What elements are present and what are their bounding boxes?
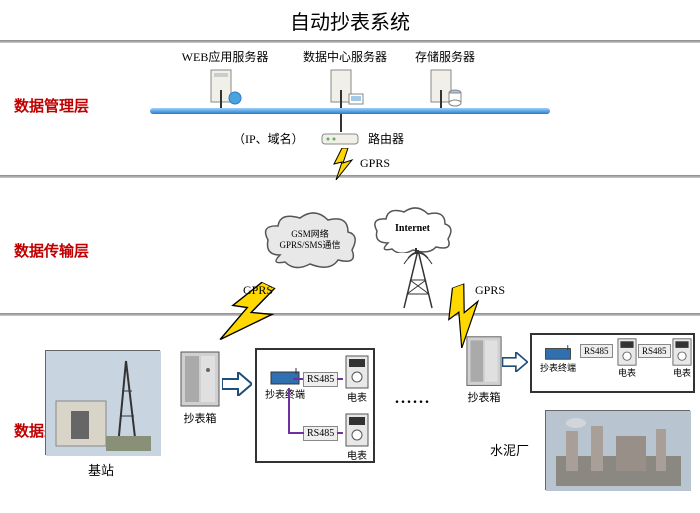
arrow-icon bbox=[502, 352, 528, 372]
router-link-label: （IP、域名） bbox=[233, 130, 304, 147]
rs485-label: RS485 bbox=[638, 344, 671, 358]
meter-left-1: 电表 bbox=[340, 355, 374, 404]
server-icon bbox=[325, 68, 365, 108]
meter-label: 电表 bbox=[340, 389, 374, 404]
rs485-label: RS485 bbox=[580, 344, 613, 358]
cement-plant-photo bbox=[545, 410, 690, 490]
meter-label: 电表 bbox=[668, 366, 696, 379]
meter-right-2: 电表 bbox=[668, 338, 696, 379]
gprs-label-2: GPRS bbox=[243, 283, 273, 298]
server-storage-label: 存储服务器 bbox=[400, 48, 490, 65]
meter-terminal-label: 抄表终端 bbox=[535, 361, 581, 374]
server-storage-conn bbox=[440, 90, 442, 108]
bolt-icon bbox=[330, 148, 356, 180]
server-data-center: 数据中心服务器 bbox=[290, 48, 400, 108]
server-storage: 存储服务器 bbox=[400, 48, 490, 108]
meter-box-label: 抄表箱 bbox=[459, 389, 509, 405]
page-title: 自动抄表系统 bbox=[0, 0, 700, 35]
rs-line bbox=[288, 432, 304, 434]
rs-line bbox=[337, 432, 343, 434]
gsm-cloud-label: GSM网络 GPRS/SMS通信 bbox=[260, 229, 360, 251]
router-icon bbox=[320, 128, 360, 148]
rs-line bbox=[337, 378, 343, 380]
layer-management-label: 数据管理层 bbox=[14, 95, 89, 116]
gprs-label-3: GPRS bbox=[475, 283, 505, 298]
meter-icon bbox=[345, 355, 369, 389]
gsm-cloud: GSM网络 GPRS/SMS通信 bbox=[260, 210, 360, 270]
router-label: 路由器 bbox=[368, 130, 404, 147]
meter-icon bbox=[617, 338, 637, 366]
server-web-conn bbox=[220, 90, 222, 108]
meter-terminal-right: 抄表终端 bbox=[535, 345, 581, 374]
server-icon bbox=[205, 68, 245, 108]
meter-terminal-label: 抄表终端 bbox=[260, 386, 310, 401]
rs-line bbox=[288, 388, 290, 432]
cement-plant-label: 水泥厂 bbox=[490, 440, 529, 459]
meter-left-2: 电表 bbox=[340, 413, 374, 462]
layer-transport-label: 数据传输层 bbox=[14, 240, 89, 261]
server-web-label: WEB应用服务器 bbox=[175, 48, 275, 65]
rs-line bbox=[293, 378, 303, 380]
meter-icon bbox=[345, 413, 369, 447]
internet-cloud-label: Internet bbox=[370, 223, 455, 235]
divider-top bbox=[0, 40, 700, 43]
dots-separator: ...... bbox=[395, 390, 431, 408]
cloud-tower-conn bbox=[415, 248, 417, 254]
rs485-label: RS485 bbox=[303, 426, 338, 441]
server-dc-conn bbox=[340, 90, 342, 108]
meter-label: 电表 bbox=[340, 447, 374, 462]
meter-icon bbox=[672, 338, 692, 366]
base-station-label: 基站 bbox=[88, 460, 114, 479]
server-data-center-label: 数据中心服务器 bbox=[290, 48, 400, 65]
meter-right-1: 电表 bbox=[613, 338, 641, 379]
base-station-photo bbox=[45, 350, 160, 455]
server-bus bbox=[150, 108, 550, 114]
gprs-label-1: GPRS bbox=[360, 156, 390, 171]
server-icon bbox=[425, 68, 465, 108]
meter-box-icon bbox=[179, 350, 221, 410]
rs485-label: RS485 bbox=[303, 372, 338, 387]
modem-icon bbox=[270, 368, 300, 386]
internet-cloud: Internet bbox=[370, 205, 455, 253]
meter-box-icon bbox=[465, 335, 503, 389]
meter-label: 电表 bbox=[613, 366, 641, 379]
divider-low bbox=[0, 313, 700, 316]
modem-icon bbox=[544, 345, 572, 361]
meter-box-label: 抄表箱 bbox=[175, 410, 225, 426]
server-web: WEB应用服务器 bbox=[175, 48, 275, 108]
meter-box-left: 抄表箱 bbox=[175, 350, 225, 426]
arrow-icon bbox=[222, 372, 252, 396]
